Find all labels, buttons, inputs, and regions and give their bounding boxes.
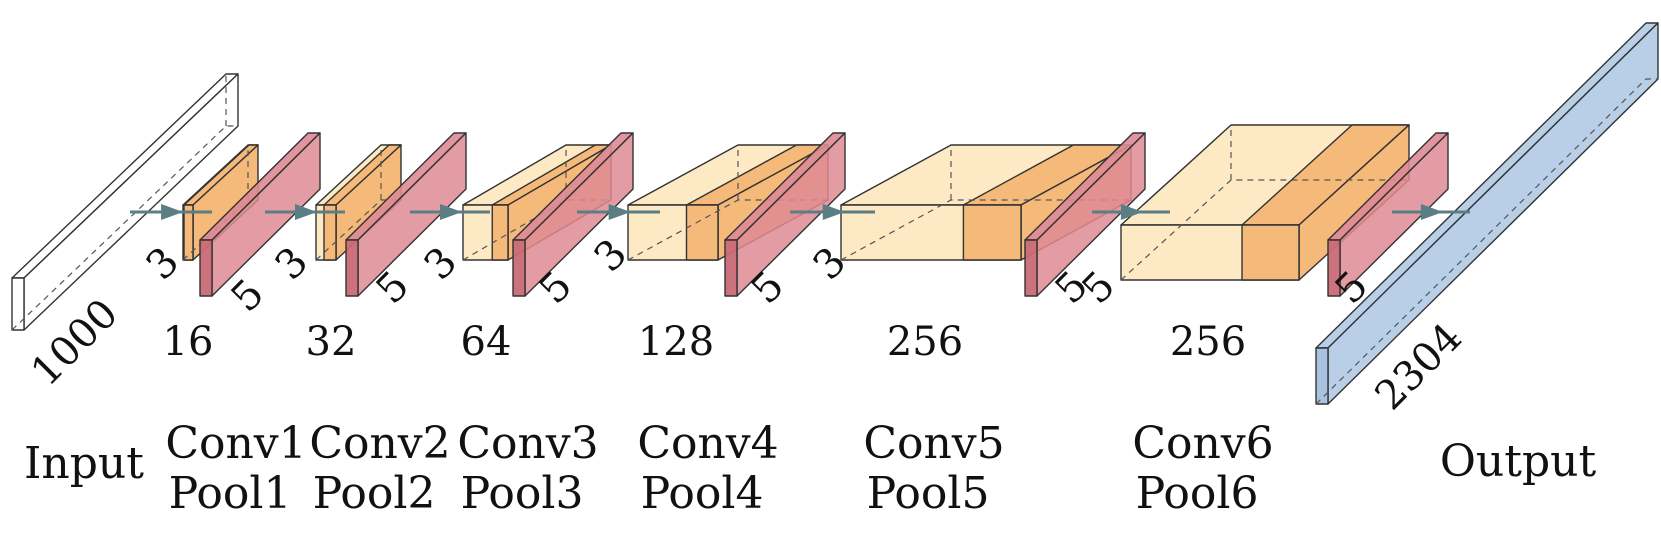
flow-arrow-head-3 [440,204,462,220]
input-slab-front [11,277,25,331]
flow-arrow-head-6 [1120,204,1143,220]
conv2-channels: 32 [306,319,357,365]
pool5-slab-front [1024,239,1038,297]
conv3-label: Conv3 [457,418,598,469]
conv1-channels: 16 [163,319,214,365]
pool2-slab-front [345,239,359,297]
output-slab-hidden-edge [1315,78,1658,405]
pool2-label: Pool2 [313,468,436,519]
pool5-label: Pool5 [867,468,990,519]
conv1-label: Conv1 [165,418,306,469]
conv2-label: Conv2 [309,418,450,469]
pool6-slab-front [1327,239,1341,297]
conv1-kernel-label: 3 [138,239,189,290]
conv6-block-front-strip [1241,224,1300,281]
output-slab-front [1315,347,1329,405]
conv4-block-front-strip [685,204,719,261]
diagram-shapes [11,22,1659,405]
pool4-label: Pool4 [641,468,764,519]
pool4-slab-front [724,239,738,297]
conv4-channels: 128 [638,319,714,365]
conv5-block-front-strip [962,204,1022,261]
conv4-label: Conv4 [637,418,778,469]
conv5-channels: 256 [887,319,963,365]
flow-arrow-head-4 [608,204,631,220]
flow-arrow-head-2 [295,204,317,220]
input-stage-label: Input [24,438,144,489]
conv3-block-front-strip [491,204,509,261]
conv5-label: Conv5 [863,418,1004,469]
pool6-label: Pool6 [1136,468,1259,519]
pool1-slab-front [199,239,213,297]
conv6-label: Conv6 [1132,418,1273,469]
flow-arrow-head-7 [1420,204,1443,220]
output-stage-label: Output [1440,436,1597,487]
conv2-kernel-label: 3 [267,239,318,290]
conv3-channels: 64 [461,319,512,365]
pool3-slab-front [512,239,526,297]
pool3-label: Pool3 [461,468,584,519]
flow-arrow-head-5 [822,204,845,220]
conv6-channels: 256 [1170,319,1246,365]
conv2-block-front-strip [323,204,337,261]
conv1-block-front-strip [183,204,194,261]
conv3-kernel-label: 3 [416,239,467,290]
pool1-label: Pool1 [169,468,292,519]
flow-arrow-head-1 [161,204,184,220]
